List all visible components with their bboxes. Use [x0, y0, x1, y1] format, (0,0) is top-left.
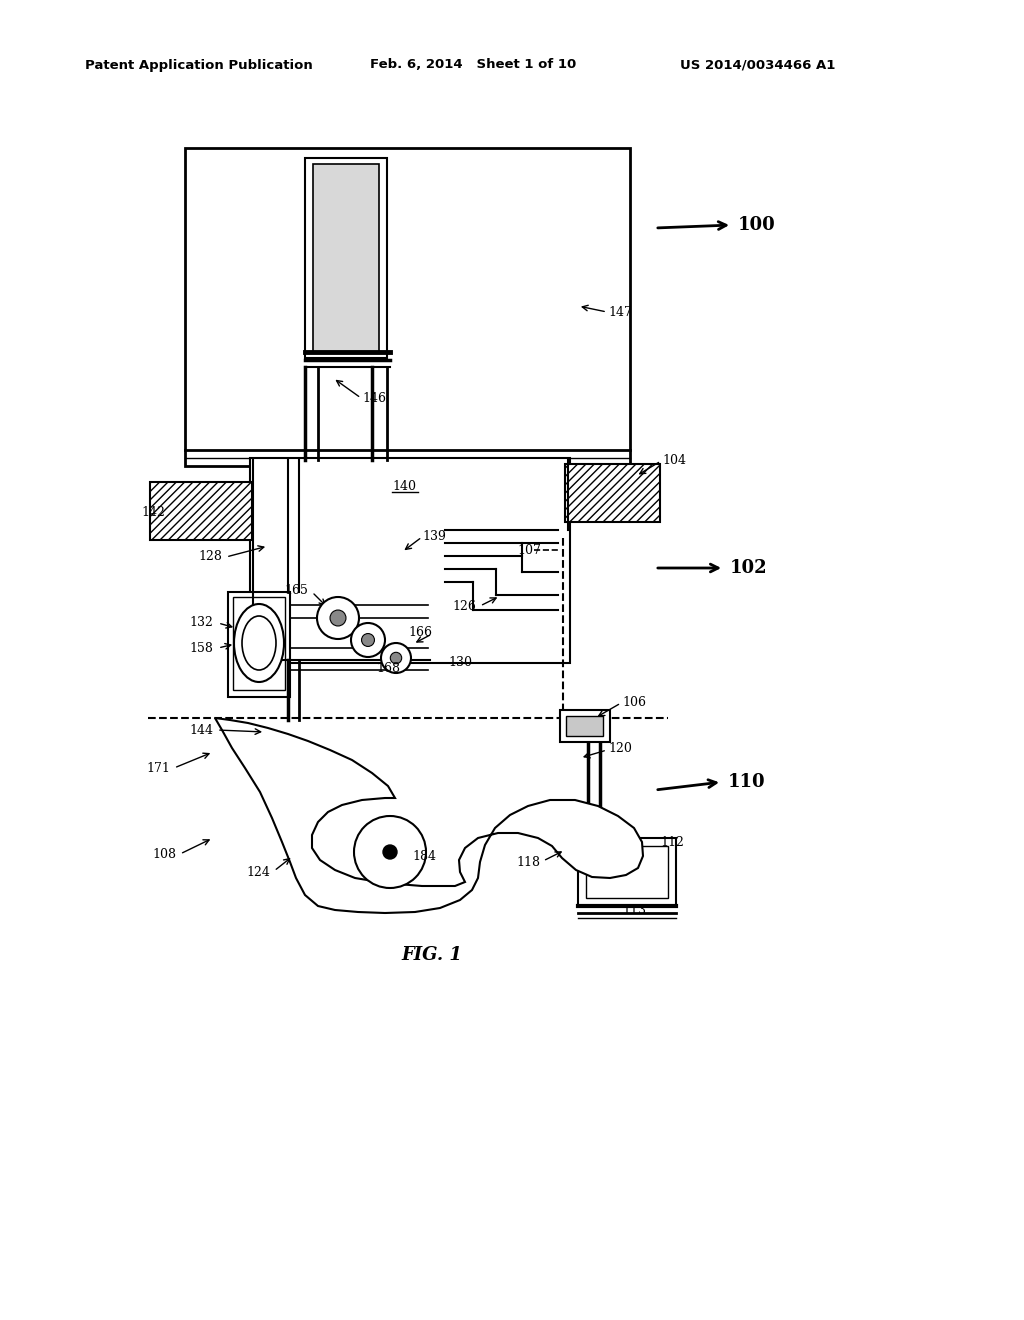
Text: 104: 104 [662, 454, 686, 466]
Text: 108: 108 [152, 849, 176, 862]
Text: 107: 107 [517, 544, 541, 557]
Circle shape [351, 623, 385, 657]
Text: 124: 124 [246, 866, 270, 879]
Text: 126: 126 [453, 601, 476, 614]
Text: 158: 158 [189, 642, 213, 655]
Bar [565, 465, 660, 521]
Bar [313, 164, 379, 352]
Text: 139: 139 [422, 529, 445, 543]
Text: FIG. 1: FIG. 1 [401, 946, 463, 964]
Circle shape [354, 816, 426, 888]
Text: 171: 171 [146, 762, 170, 775]
Text: US 2014/0034466 A1: US 2014/0034466 A1 [680, 58, 836, 71]
Text: 142: 142 [141, 506, 165, 519]
Text: 128: 128 [198, 550, 222, 564]
Text: 110: 110 [728, 774, 766, 791]
Text: 130: 130 [449, 656, 472, 669]
Bar [233, 597, 285, 690]
Text: 165: 165 [284, 583, 308, 597]
Bar [566, 715, 603, 737]
Circle shape [390, 652, 401, 664]
Text: 144: 144 [189, 723, 213, 737]
Text: 100: 100 [738, 216, 776, 234]
Circle shape [330, 610, 346, 626]
Text: 140: 140 [392, 479, 416, 492]
Polygon shape [215, 718, 643, 913]
Circle shape [361, 634, 375, 647]
Text: 102: 102 [730, 558, 768, 577]
Bar [578, 838, 676, 906]
Text: 132: 132 [189, 615, 213, 628]
Bar [150, 482, 252, 540]
Text: 147: 147 [608, 305, 632, 318]
Text: 113: 113 [622, 903, 646, 916]
Text: 146: 146 [362, 392, 386, 404]
Ellipse shape [234, 605, 284, 682]
Bar [250, 458, 570, 663]
Ellipse shape [242, 616, 276, 671]
Text: 112: 112 [660, 837, 684, 850]
Text: Feb. 6, 2014   Sheet 1 of 10: Feb. 6, 2014 Sheet 1 of 10 [370, 58, 577, 71]
Text: 184: 184 [412, 850, 436, 863]
Bar [228, 591, 290, 697]
Circle shape [381, 643, 411, 673]
Text: 120: 120 [608, 742, 632, 755]
Bar [560, 710, 610, 742]
Bar [586, 846, 668, 898]
Text: 168: 168 [376, 663, 400, 676]
Text: Patent Application Publication: Patent Application Publication [85, 58, 312, 71]
Bar [185, 148, 630, 466]
Text: 118: 118 [516, 855, 540, 869]
Text: 106: 106 [622, 696, 646, 709]
Text: 166: 166 [408, 627, 432, 639]
Circle shape [317, 597, 359, 639]
Bar [305, 158, 387, 358]
Circle shape [383, 845, 397, 859]
